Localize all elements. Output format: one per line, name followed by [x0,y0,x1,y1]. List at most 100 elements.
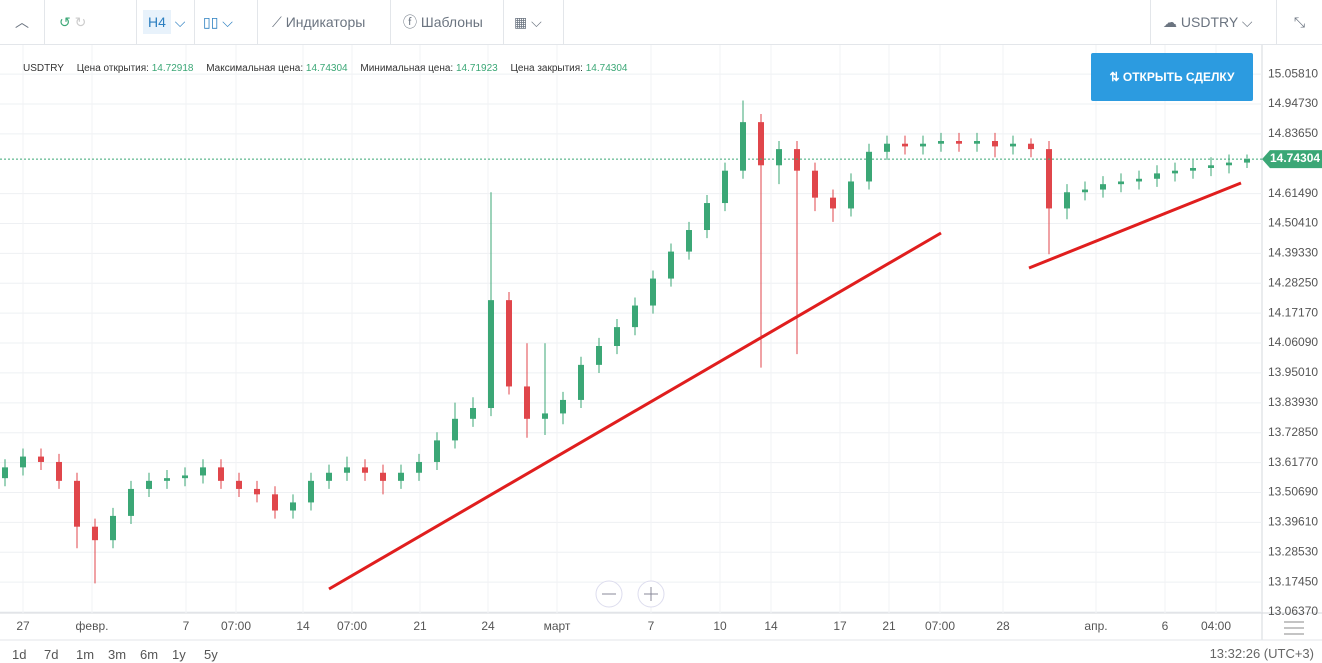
candle-body [236,480,242,489]
info-value: 14.74304 [305,63,348,74]
candle-body [668,251,674,279]
open-trade-button[interactable]: ⇅ ОТКРЫТЬ СДЕЛКУ [1091,53,1253,101]
chart-type[interactable]: ▯▯ ⌵ [195,0,258,44]
collapse-button[interactable]: ︿ [0,0,45,44]
candle-body [20,456,26,468]
candle-body [200,467,206,476]
candle-body [308,480,314,503]
candle-body [1064,192,1070,209]
templates[interactable]: ⓕ Шаблоны [391,0,504,44]
symbol-label: USDTRY [1180,14,1238,30]
trend-line[interactable] [1028,181,1242,270]
candle-body [2,467,8,479]
candle-body [470,408,476,419]
undo-redo[interactable]: ↺ ↻ [45,0,137,44]
candle-body [416,461,422,473]
candle-body [434,440,440,462]
candle-body [1082,189,1088,193]
zoom-in-icon [644,587,658,601]
x-tick-label: 14 [296,619,310,633]
candle-body [38,456,44,462]
candle-body [1028,143,1034,150]
calendar[interactable]: ▦ ⌵ [504,0,564,44]
x-tick-label: 07:00 [221,619,251,633]
toolbar: ︿ ↺ ↻ H4 ⌵ ▯▯ ⌵ ⟋ Индикаторы ⓕ Шаблоны ▦… [0,0,1322,45]
y-tick-label: 13.50690 [1268,485,1318,499]
candle-body [650,278,656,306]
y-tick-label: 13.06370 [1268,604,1318,618]
timeframe[interactable]: H4 ⌵ [137,0,195,44]
x-tick-label: 21 [413,619,427,633]
y-tick-label: 13.61770 [1268,455,1318,469]
candle-body [812,170,818,198]
candle-body [362,467,368,473]
period-button[interactable]: 1y [172,647,186,662]
indicators-label: Индикаторы [285,14,366,30]
ohlc-info: USDTRY Цена открытия: 14.72918 Максималь… [23,63,637,74]
candle-body [1100,184,1106,190]
timeframe-label: H4 [143,10,171,34]
candle-body [146,480,152,489]
candle-body [488,300,494,409]
info-value: 14.74304 [585,63,628,74]
period-button[interactable]: 1m [76,647,95,662]
x-tick-label: 28 [996,619,1010,633]
candle-body [380,472,386,481]
candle-body [560,399,566,414]
candle-body [1136,178,1142,182]
period-button[interactable]: 7d [44,647,59,662]
y-tick-label: 14.39330 [1268,246,1318,260]
period-button[interactable]: 1d [12,647,27,662]
candle-body [1010,143,1016,147]
candle-body [722,170,728,204]
candle-body [164,478,170,481]
candle-body [974,141,980,144]
x-tick-label: 07:00 [925,619,955,633]
x-tick-label: 07:00 [337,619,367,633]
info-label: Цена открытия: [76,63,149,74]
indicators[interactable]: ⟋ Индикаторы [258,0,391,44]
y-tick-label: 14.61490 [1268,186,1318,200]
candle-body [992,141,998,147]
trend-line[interactable] [328,231,942,591]
x-tick-label: 6 [1162,619,1169,633]
y-tick-label: 13.72850 [1268,425,1318,439]
candle-body [272,494,278,511]
candle-body [1208,165,1214,168]
clock: 13:32:26 (UTC+3) [1209,646,1314,661]
candle-body [92,526,98,541]
fullscreen[interactable]: ⤡ [1293,14,1306,30]
candle-body [902,143,908,147]
candle-body [326,472,332,481]
x-tick-label: 27 [16,619,30,633]
candle-body [740,122,746,171]
x-tick-label: 21 [882,619,896,633]
footer: 1d 7d 1m 3m 6m 1y 5y 13:32:26 (UTC+3) [0,642,1322,663]
candle-body [1118,181,1124,185]
candle-body [128,488,134,516]
period-button[interactable]: 5y [204,647,218,662]
period-button[interactable]: 3m [108,647,127,662]
settings-icon [1284,621,1304,635]
candle-body [524,386,530,419]
y-tick-label: 13.83930 [1268,395,1318,409]
x-tick-label: 7 [183,619,190,633]
info-value: 14.72918 [151,63,194,74]
candle-body [74,480,80,527]
candle-body [290,502,296,511]
info-value: 14.71923 [456,63,498,74]
candle-body [830,197,836,209]
candle-body [884,143,890,152]
period-button[interactable]: 6m [140,647,159,662]
candle-body [254,488,260,495]
candle-body [632,305,638,328]
y-tick-label: 14.28250 [1268,275,1318,289]
last-price-label: 14.74304 [1270,151,1320,165]
candle-body [614,327,620,346]
symbol-select[interactable]: ☁ USDTRY ⌵ [1150,0,1277,44]
y-tick-label: 15.05810 [1268,66,1318,80]
x-tick-label: февр. [76,619,109,633]
x-tick-label: 24 [481,619,495,633]
